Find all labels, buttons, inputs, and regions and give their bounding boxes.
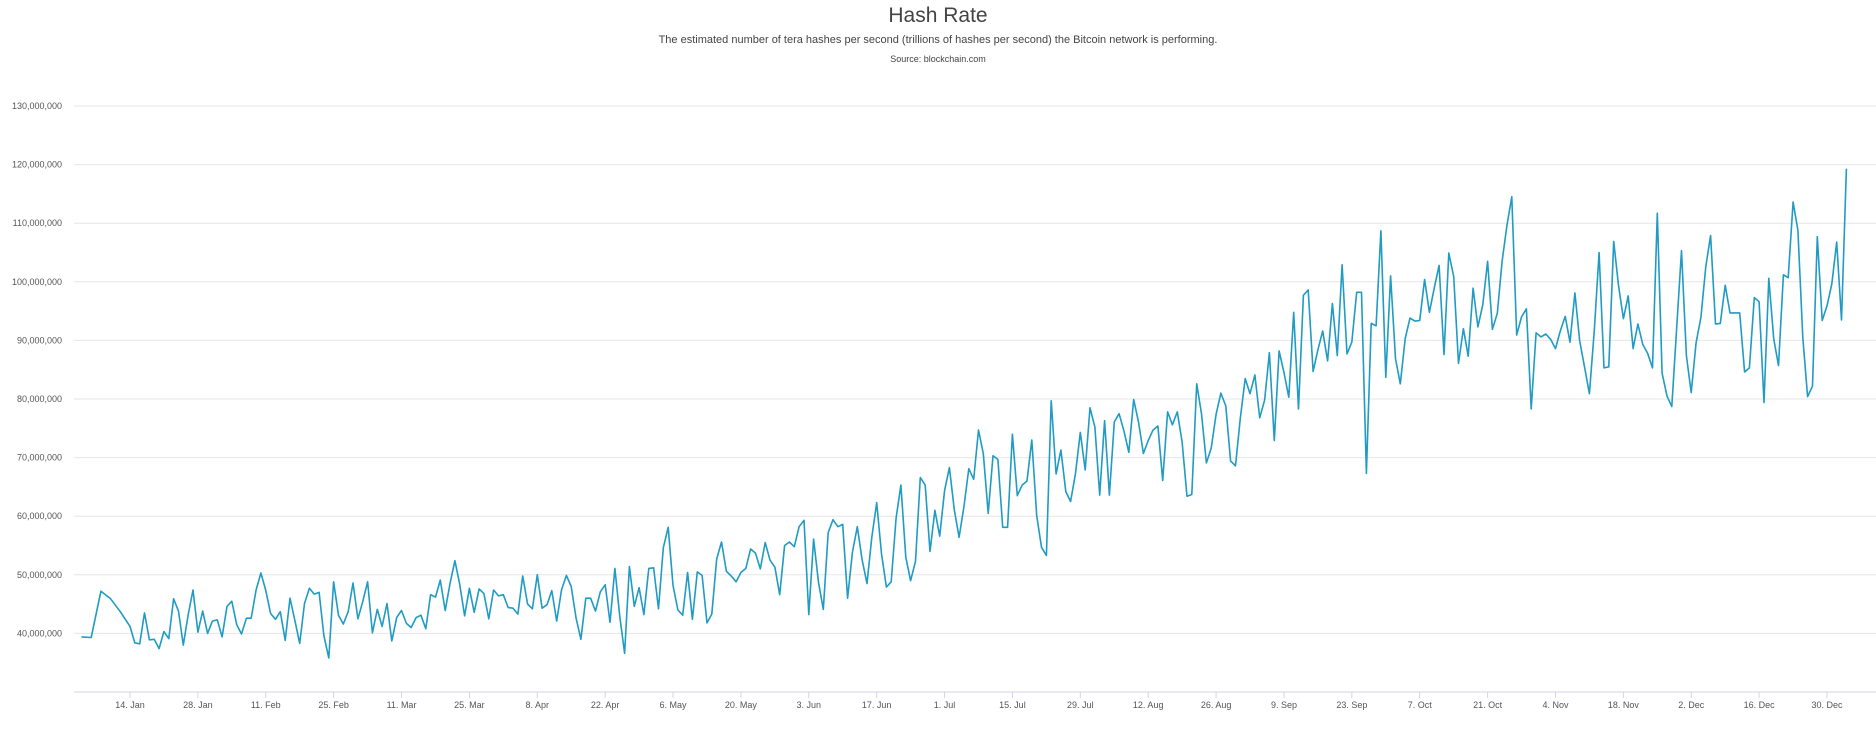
x-tick-label: 15. Jul bbox=[999, 700, 1026, 710]
y-tick-label: 110,000,000 bbox=[13, 218, 62, 228]
x-tick-label: 7. Oct bbox=[1408, 700, 1433, 710]
x-tick-label: 12. Aug bbox=[1133, 700, 1164, 710]
y-tick-label: 50,000,000 bbox=[17, 570, 62, 580]
y-tick-label: 130,000,000 bbox=[12, 101, 62, 111]
x-tick-label: 9. Sep bbox=[1271, 700, 1297, 710]
x-tick-label: 6. May bbox=[660, 700, 688, 710]
x-tick-label: 20. May bbox=[725, 700, 758, 710]
y-tick-label: 120,000,000 bbox=[12, 160, 62, 170]
x-tick-label: 28. Jan bbox=[183, 700, 213, 710]
x-tick-label: 17. Jun bbox=[862, 700, 892, 710]
x-tick-label: 14. Jan bbox=[115, 700, 145, 710]
x-tick-label: 22. Apr bbox=[591, 700, 620, 710]
x-tick-label: 25. Mar bbox=[454, 700, 485, 710]
x-tick-label: 1. Jul bbox=[934, 700, 956, 710]
y-tick-label: 70,000,000 bbox=[17, 453, 62, 463]
y-tick-label: 80,000,000 bbox=[17, 394, 62, 404]
y-tick-label: 40,000,000 bbox=[17, 628, 62, 638]
x-tick-label: 30. Dec bbox=[1811, 700, 1843, 710]
x-tick-label: 29. Jul bbox=[1067, 700, 1094, 710]
chart-title: Hash Rate bbox=[888, 4, 988, 27]
hash-rate-series-line bbox=[81, 168, 1848, 659]
x-tick-label: 11. Feb bbox=[251, 700, 281, 710]
x-tick-label: 3. Jun bbox=[797, 700, 822, 710]
x-tick-label: 11. Mar bbox=[387, 700, 417, 710]
x-tick-label: 4. Nov bbox=[1542, 700, 1569, 710]
x-tick-label: 26. Aug bbox=[1201, 700, 1232, 710]
x-tick-label: 23. Sep bbox=[1336, 700, 1367, 710]
y-tick-label: 90,000,000 bbox=[17, 335, 62, 345]
x-tick-label: 16. Dec bbox=[1744, 700, 1776, 710]
x-tick-label: 21. Oct bbox=[1473, 700, 1503, 710]
x-tick-label: 8. Apr bbox=[526, 700, 550, 710]
chart-subtitle: The estimated number of tera hashes per … bbox=[658, 34, 1218, 46]
y-tick-label: 100,000,000 bbox=[12, 277, 62, 287]
x-tick-label: 18. Nov bbox=[1608, 700, 1640, 710]
x-tick-label: 25. Feb bbox=[318, 700, 349, 710]
y-tick-label: 60,000,000 bbox=[17, 511, 62, 521]
x-tick-label: 2. Dec bbox=[1678, 700, 1705, 710]
chart-source: Source: blockchain.com bbox=[890, 54, 986, 64]
